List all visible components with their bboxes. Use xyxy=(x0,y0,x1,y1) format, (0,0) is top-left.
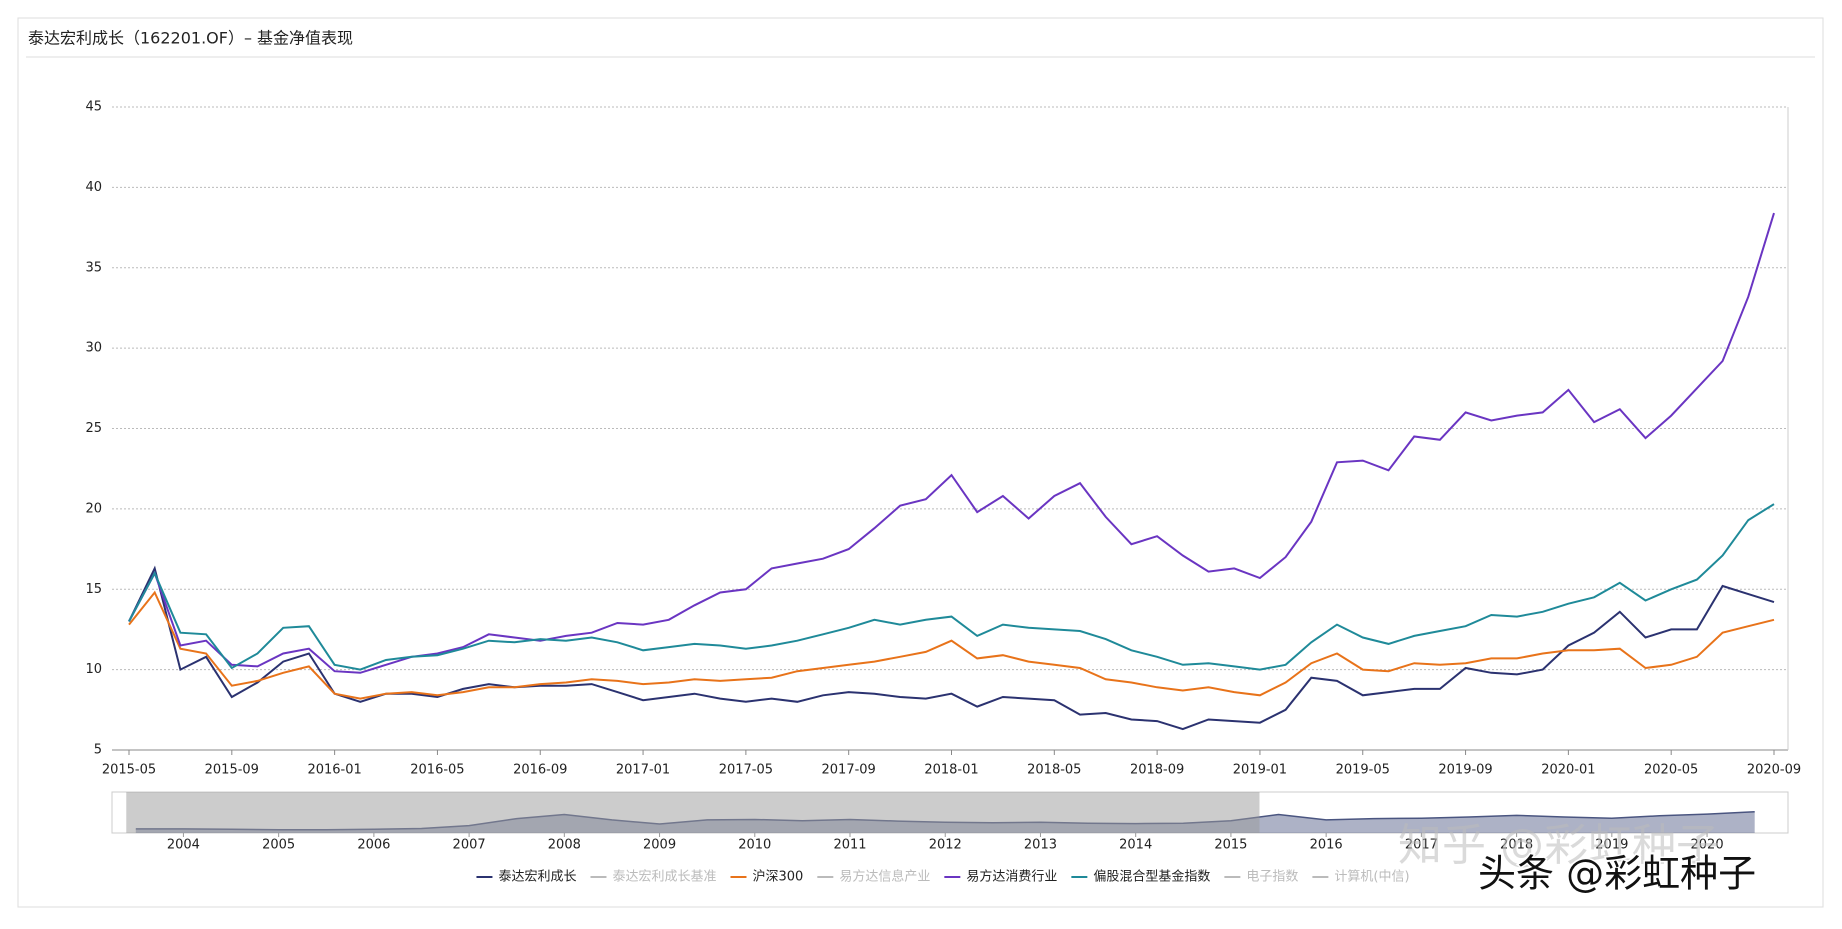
x-tick-label: 2017-09 xyxy=(822,763,876,778)
y-tick-label: 5 xyxy=(94,743,102,758)
x-tick-label: 2017-05 xyxy=(719,763,773,778)
x-tick-label: 2018-01 xyxy=(924,763,978,778)
legend-label: 沪深300 xyxy=(752,869,803,885)
y-tick-label: 25 xyxy=(85,421,102,436)
x-tick-label: 2018-05 xyxy=(1027,763,1081,778)
legend: 泰达宏利成长 泰达宏利成长基准 沪深300 易方达信息产业 易方达消费行业 偏股混合型基金… xyxy=(476,869,1410,885)
legend-label: 泰达宏利成长 xyxy=(498,870,576,885)
navigator-tick-label: 2010 xyxy=(738,838,771,853)
navigator-tick-label: 2008 xyxy=(548,838,581,853)
x-tick-label: 2019-01 xyxy=(1233,763,1287,778)
navigator-tick-label: 2015 xyxy=(1214,838,1247,853)
legend-label: 易方达信息产业 xyxy=(839,869,930,885)
x-tick-label: 2015-05 xyxy=(102,763,156,778)
y-tick-label: 10 xyxy=(85,662,102,677)
navigator-tick-label: 2007 xyxy=(453,838,486,853)
navigator-tick-label: 2014 xyxy=(1119,838,1152,853)
chart-title: 泰达宏利成长（162201.OF）– 基金净值表现 xyxy=(28,29,353,48)
legend-label: 偏股混合型基金指数 xyxy=(1093,869,1210,885)
navigator-tick-label: 2011 xyxy=(833,838,866,853)
series-line xyxy=(128,503,1775,671)
navigator-selection xyxy=(126,792,1260,833)
x-tick-label: 2018-09 xyxy=(1130,763,1184,778)
y-tick-label: 20 xyxy=(85,501,102,516)
series-line xyxy=(128,565,1775,731)
navigator-tick-label: 2004 xyxy=(167,838,200,853)
y-tick-label: 35 xyxy=(85,260,102,275)
navigator-tick-label: 2013 xyxy=(1024,838,1057,853)
navigator-tick-label: 2012 xyxy=(929,838,962,853)
x-tick-label: 2020-09 xyxy=(1747,763,1801,778)
x-tick-label: 2019-09 xyxy=(1438,763,1492,778)
x-tick-label: 2020-05 xyxy=(1644,763,1698,778)
navigator-tick-label: 2020 xyxy=(1691,838,1724,853)
y-tick-label: 40 xyxy=(85,180,102,195)
y-tick-label: 15 xyxy=(85,582,102,597)
series-line xyxy=(128,212,1775,674)
legend-label: 泰达宏利成长基准 xyxy=(612,870,716,885)
navigator-tick-label: 2005 xyxy=(262,838,295,853)
x-tick-label: 2015-09 xyxy=(205,763,259,778)
x-tick-label: 2020-01 xyxy=(1541,763,1595,778)
x-tick-label: 2016-09 xyxy=(513,763,567,778)
legend-label: 计算机(中信) xyxy=(1334,870,1409,885)
watermark: 知乎 @彩虹种子 xyxy=(1398,820,1720,871)
y-tick-label: 45 xyxy=(85,100,102,115)
x-tick-label: 2017-01 xyxy=(616,763,670,778)
navigator-tick-label: 2017 xyxy=(1405,838,1438,853)
y-tick-label: 30 xyxy=(85,341,102,356)
watermark: 头条 @彩虹种子 xyxy=(1478,852,1756,896)
navigator-tick-label: 2018 xyxy=(1500,838,1533,853)
legend-label: 电子指数 xyxy=(1246,870,1298,885)
legend-label: 易方达消费行业 xyxy=(966,869,1057,885)
navigator-tick-label: 2019 xyxy=(1595,838,1628,853)
series-line xyxy=(128,590,1775,700)
navigator-tick-label: 2006 xyxy=(357,838,390,853)
card xyxy=(17,17,1824,908)
x-tick-label: 2019-05 xyxy=(1336,763,1390,778)
navigator-tick-label: 2016 xyxy=(1310,838,1343,853)
x-tick-label: 2016-05 xyxy=(410,763,464,778)
navigator-tick-label: 2009 xyxy=(643,838,676,853)
x-tick-label: 2016-01 xyxy=(307,763,361,778)
